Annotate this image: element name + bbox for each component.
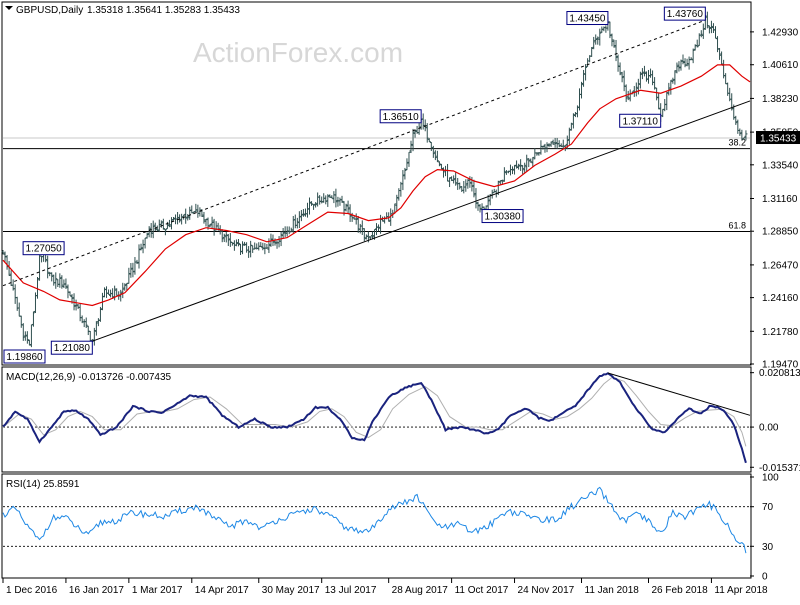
price-y-tick-label: 1.42930	[762, 27, 799, 38]
price-y-tick-label: 1.38230	[762, 94, 799, 105]
svg-text:1.43760: 1.43760	[667, 9, 704, 20]
x-tick-label: 24 Nov 2017	[518, 585, 575, 596]
price-y-tick-label: 1.40610	[762, 60, 799, 71]
price-y-tick-label: 1.21780	[762, 327, 799, 338]
pivot-label: 1.43760	[664, 7, 705, 20]
rsi-y-tick-label: 100	[762, 473, 779, 484]
fib-level-label: 61.8	[728, 220, 746, 230]
pivot-label: 1.36510	[380, 110, 421, 123]
svg-text:1.27050: 1.27050	[26, 244, 63, 255]
macd-y-tick-label: 0.020813	[759, 368, 800, 379]
pivot-label: 1.43450	[567, 12, 608, 25]
price-y-tick-label: 1.33540	[762, 160, 799, 171]
x-tick-label: 1 Mar 2017	[132, 585, 183, 596]
price-y-tick-label: 1.26470	[762, 260, 799, 271]
price-ohlc-readout: 1.35318 1.35641 1.35283 1.35433	[87, 5, 240, 16]
price-header: GBPUSD,Daily 1.35318 1.35641 1.35283 1.3…	[5, 5, 240, 16]
pivot-label: 1.27050	[23, 242, 64, 255]
svg-text:1.37110: 1.37110	[622, 116, 658, 127]
macd-title: MACD(12,26,9) -0.013726 -0.007435	[6, 372, 172, 383]
pivot-label: 1.37110	[620, 114, 661, 127]
pivot-label: 1.21080	[51, 341, 92, 354]
x-tick-label: 11 Apr 2018	[714, 585, 768, 596]
price-y-tick-label: 1.24160	[762, 293, 799, 304]
rsi-y-tick-label: 70	[762, 502, 774, 513]
x-tick-label: 11 Oct 2017	[455, 585, 509, 596]
price-y-tick-label: 1.28850	[762, 227, 799, 238]
price-y-tick-label: 1.31160	[762, 194, 798, 205]
last-price-tag: 1.35433	[756, 131, 800, 145]
x-tick-label: 1 Dec 2016	[6, 585, 58, 596]
pivot-label: 1.30380	[482, 210, 523, 223]
rsi-y-tick-label: 30	[762, 542, 774, 553]
x-tick-label: 16 Jan 2017	[69, 585, 124, 596]
svg-text:1.35433: 1.35433	[760, 134, 797, 145]
svg-text:1.43450: 1.43450	[569, 14, 606, 25]
macd-y-tick-label: 0.00	[759, 423, 779, 434]
svg-text:1.30380: 1.30380	[484, 212, 521, 223]
x-tick-label: 30 May 2017	[262, 585, 320, 596]
watermark: ActionForex.com	[193, 37, 403, 68]
x-tick-label: 14 Apr 2017	[195, 585, 249, 596]
x-tick-label: 28 Aug 2017	[392, 585, 449, 596]
x-tick-label: 13 Jul 2017	[325, 585, 377, 596]
rsi-y-tick-label: 0	[762, 572, 768, 583]
rsi-title: RSI(14) 25.8591	[6, 479, 80, 490]
svg-text:1.36510: 1.36510	[383, 112, 420, 123]
x-tick-label: 11 Jan 2018	[585, 585, 640, 596]
svg-text:1.21080: 1.21080	[54, 343, 91, 354]
x-tick-label: 26 Feb 2018	[652, 585, 709, 596]
price-chart-title: GBPUSD,Daily	[16, 5, 83, 16]
svg-text:1.19860: 1.19860	[6, 352, 43, 363]
pivot-label: 1.19860	[4, 350, 45, 363]
